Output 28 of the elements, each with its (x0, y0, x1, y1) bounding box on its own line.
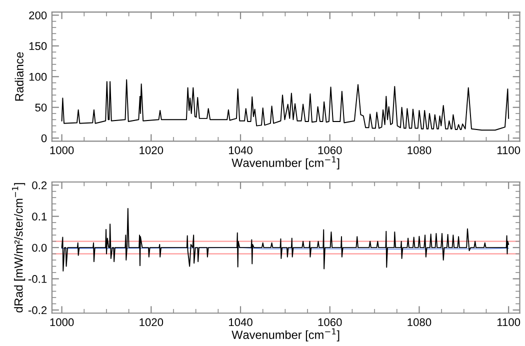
x-tick-label: 1080 (408, 146, 432, 154)
x-tick-label: 1000 (50, 318, 74, 326)
x-tick-label: 1100 (497, 318, 520, 326)
y-tick-label: -0.2 (28, 306, 47, 314)
y-tick-label: 0.1 (32, 212, 47, 220)
x-tick-label: 1040 (229, 318, 252, 326)
x-tick-label: 1060 (318, 318, 342, 326)
y-axis-title: dRad [mW/m²/ster/cm$^{−1}$] (12, 183, 26, 312)
y-tick-label: 150 (29, 42, 47, 50)
x-tick-label: 1080 (408, 318, 432, 326)
x-tick-label: 1020 (140, 146, 164, 154)
x-tick-label: 1100 (497, 146, 520, 154)
x-axis-title: Wavenumber [cm$^{−1}$] (232, 328, 340, 342)
y-tick-label: 100 (29, 72, 47, 81)
y-axis-title: Radiance (14, 52, 24, 101)
y-tick-label: 0.0 (32, 244, 47, 252)
x-tick-label: 1020 (140, 318, 164, 326)
y-tick-label: 50 (35, 104, 47, 112)
y-tick-label: 0 (41, 134, 47, 142)
y-tick-label: 200 (29, 11, 47, 20)
y-tick-label: 0.2 (32, 181, 47, 190)
line-series (61, 79, 510, 131)
x-tick-label: 1040 (229, 146, 252, 154)
x-axis-title: Wavenumber [cm$^{−1}$] (232, 156, 340, 170)
x-tick-label: 1060 (318, 146, 342, 154)
line-series (61, 208, 510, 272)
y-tick-label: -0.1 (28, 275, 47, 283)
x-tick-label: 1000 (50, 146, 74, 154)
